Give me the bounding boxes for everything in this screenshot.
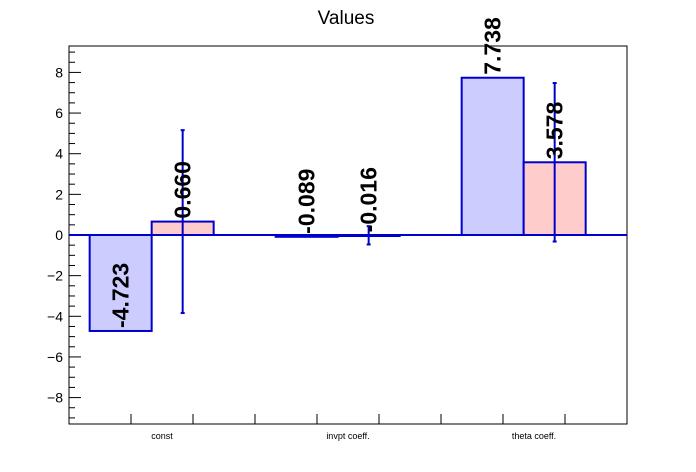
data-label: 7.738 <box>480 17 506 75</box>
y-tick-label: 0 <box>55 227 63 243</box>
chart-title: Values <box>318 8 375 29</box>
plot-area: −8 −6 −4 −2 0 2 4 6 8 const invpt coeff. theta coef… <box>47 17 628 441</box>
x-category-label: const <box>151 431 173 441</box>
data-label: -4.723 <box>108 263 134 328</box>
data-label: 3.578 <box>542 102 568 160</box>
data-label: -0.016 <box>356 167 382 232</box>
y-tick-label: −2 <box>47 268 63 284</box>
y-tick-label: −8 <box>47 390 63 406</box>
y-tick-label: 4 <box>55 146 63 162</box>
x-category-label: invpt coeff. <box>326 431 369 441</box>
y-tick-label: 2 <box>55 186 63 202</box>
bar <box>88 234 153 332</box>
data-label: 0.660 <box>170 161 196 219</box>
data-label: -0.089 <box>294 169 320 234</box>
x-category-label: theta coeff. <box>512 431 556 441</box>
y-tick-label: −6 <box>47 349 63 365</box>
bar <box>460 76 525 237</box>
y-tick-label: −4 <box>47 308 63 324</box>
y-tick-label: 6 <box>55 105 63 121</box>
y-tick-label: 8 <box>55 64 63 80</box>
